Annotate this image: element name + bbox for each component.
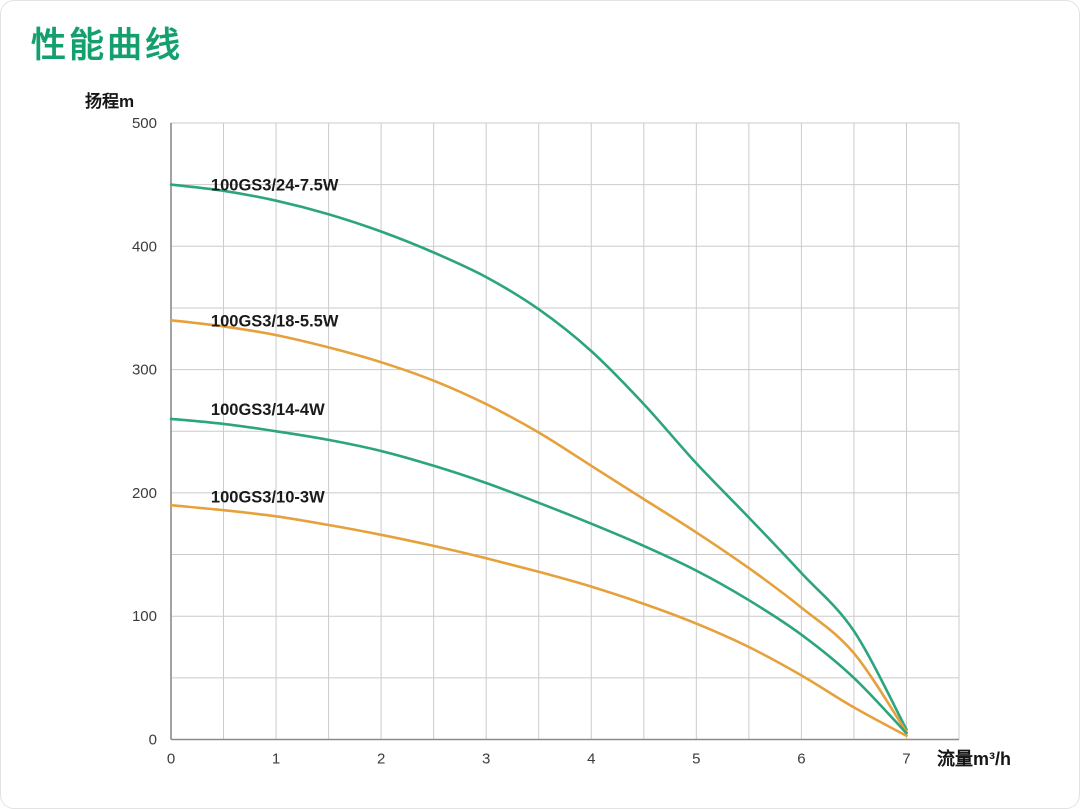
- series-curve: [169, 183, 908, 731]
- curve-label: 100GS3/24-7.5W: [211, 177, 339, 195]
- x-tick-label: 2: [377, 751, 385, 768]
- x-tick-label: 6: [797, 751, 805, 768]
- curve-label: 100GS3/14-4W: [211, 401, 325, 419]
- x-tick-label: 5: [692, 751, 700, 768]
- page-title: 性能曲线: [31, 26, 184, 65]
- x-tick-label: 1: [272, 751, 280, 768]
- x-tick-label: 3: [482, 751, 490, 768]
- series-curve: [169, 319, 908, 734]
- x-axis-title: 流量m³/h: [937, 749, 1011, 769]
- y-tick-label: 0: [149, 732, 157, 749]
- y-axis-title: 扬程m: [85, 92, 135, 111]
- y-tick-label: 300: [132, 362, 157, 379]
- x-tick-label: 7: [902, 751, 910, 768]
- y-tick-label: 200: [132, 485, 157, 502]
- x-tick-label: 4: [587, 751, 595, 768]
- series-curve: [169, 417, 908, 735]
- series-curve: [169, 503, 908, 738]
- y-tick-label: 100: [132, 608, 157, 625]
- x-tick-label: 0: [167, 751, 175, 768]
- curve-label: 100GS3/10-3W: [211, 489, 325, 507]
- curve-label: 100GS3/18-5.5W: [211, 312, 339, 330]
- y-tick-label: 500: [132, 115, 157, 132]
- y-tick-label: 400: [132, 238, 157, 255]
